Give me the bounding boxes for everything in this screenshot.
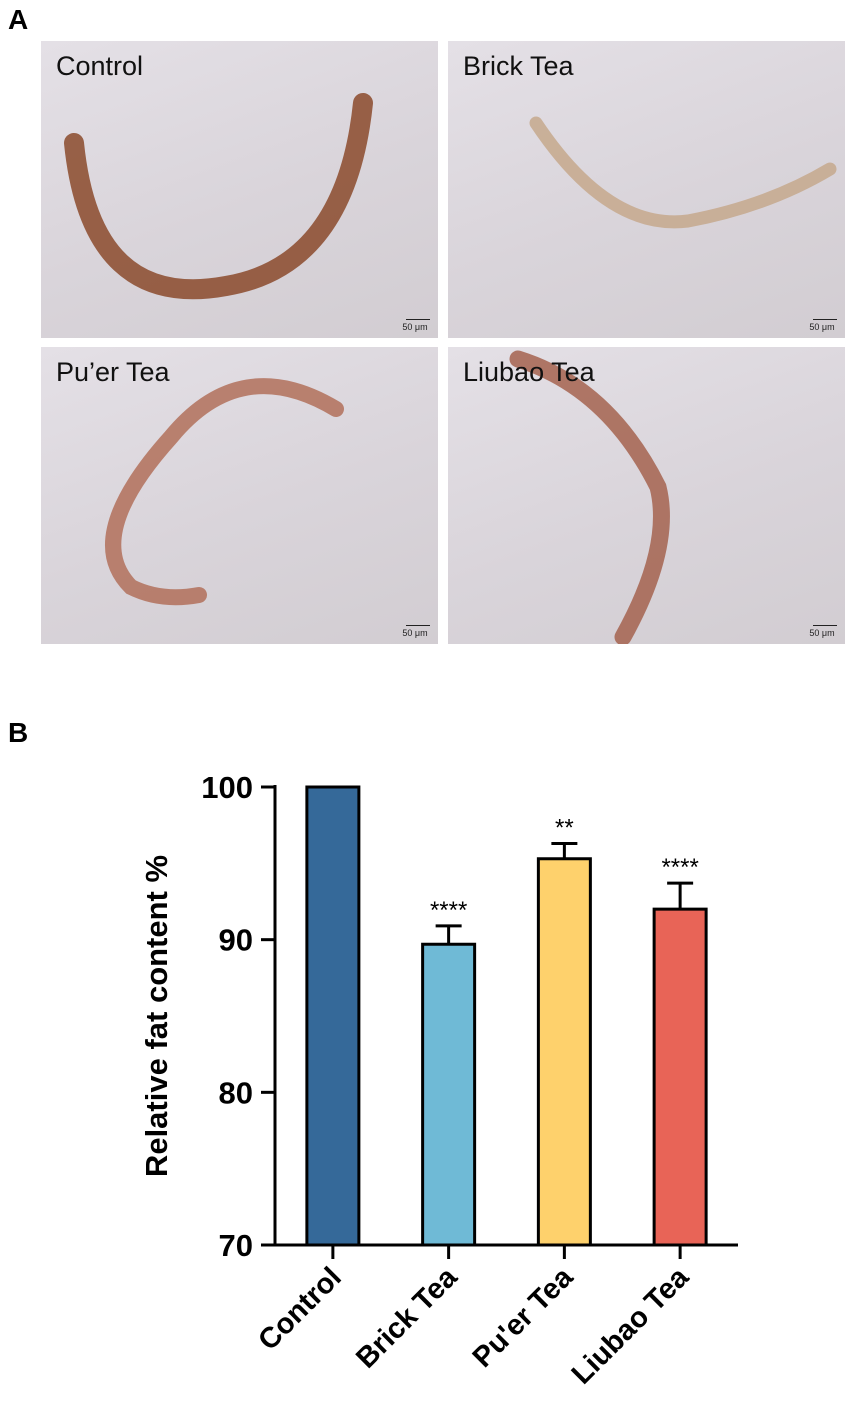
micrograph-label: Pu’er Tea (56, 357, 170, 387)
micrograph-brick-tea: Brick Tea 50 μm (448, 41, 845, 338)
y-tick-label: 90 (219, 923, 253, 958)
y-tick-label: 80 (219, 1075, 253, 1110)
bar (652, 907, 708, 1247)
bar (536, 857, 592, 1247)
micrograph-label: Control (56, 51, 144, 81)
micrograph-control: Control 50 μm (41, 41, 438, 338)
scale-bar: 50 μm (402, 625, 430, 638)
significance-label: **** (661, 854, 698, 881)
y-axis-label: Relative fat content % (139, 855, 174, 1177)
worm-liubao-tea (509, 350, 670, 644)
significance-label: **** (430, 897, 467, 924)
scale-bar: 50 μm (402, 319, 430, 332)
panel-a-letter: A (8, 4, 29, 35)
x-tick-label: Pu'er Tea (467, 1261, 580, 1374)
micrograph-puer-tea: Pu’er Tea 50 μm (41, 347, 438, 644)
bar (305, 785, 361, 1247)
x-tick-label: Control (252, 1261, 348, 1357)
x-tick-label: Brick Tea (350, 1261, 464, 1375)
panel-b-letter: B (8, 717, 29, 748)
scale-bar: 50 μm (809, 625, 837, 638)
x-tick-label: Liubao Tea (566, 1261, 696, 1391)
y-tick-label: 70 (219, 1228, 253, 1263)
y-tick-label: 100 (201, 770, 253, 805)
scale-bar: 50 μm (809, 319, 837, 332)
micrograph-label: Liubao Tea (463, 357, 595, 387)
bar (421, 942, 477, 1247)
significance-label: ** (555, 814, 574, 841)
micrograph-label: Brick Tea (463, 51, 574, 81)
worm-brick-tea (529, 116, 837, 229)
worm-control (64, 93, 373, 300)
worm-puer-tea (105, 378, 344, 606)
bar-chart: 70 80 90 100 Relative fat content % Control **… (139, 770, 738, 1391)
micrograph-liubao-tea: Liubao Tea 50 μm (448, 347, 845, 644)
